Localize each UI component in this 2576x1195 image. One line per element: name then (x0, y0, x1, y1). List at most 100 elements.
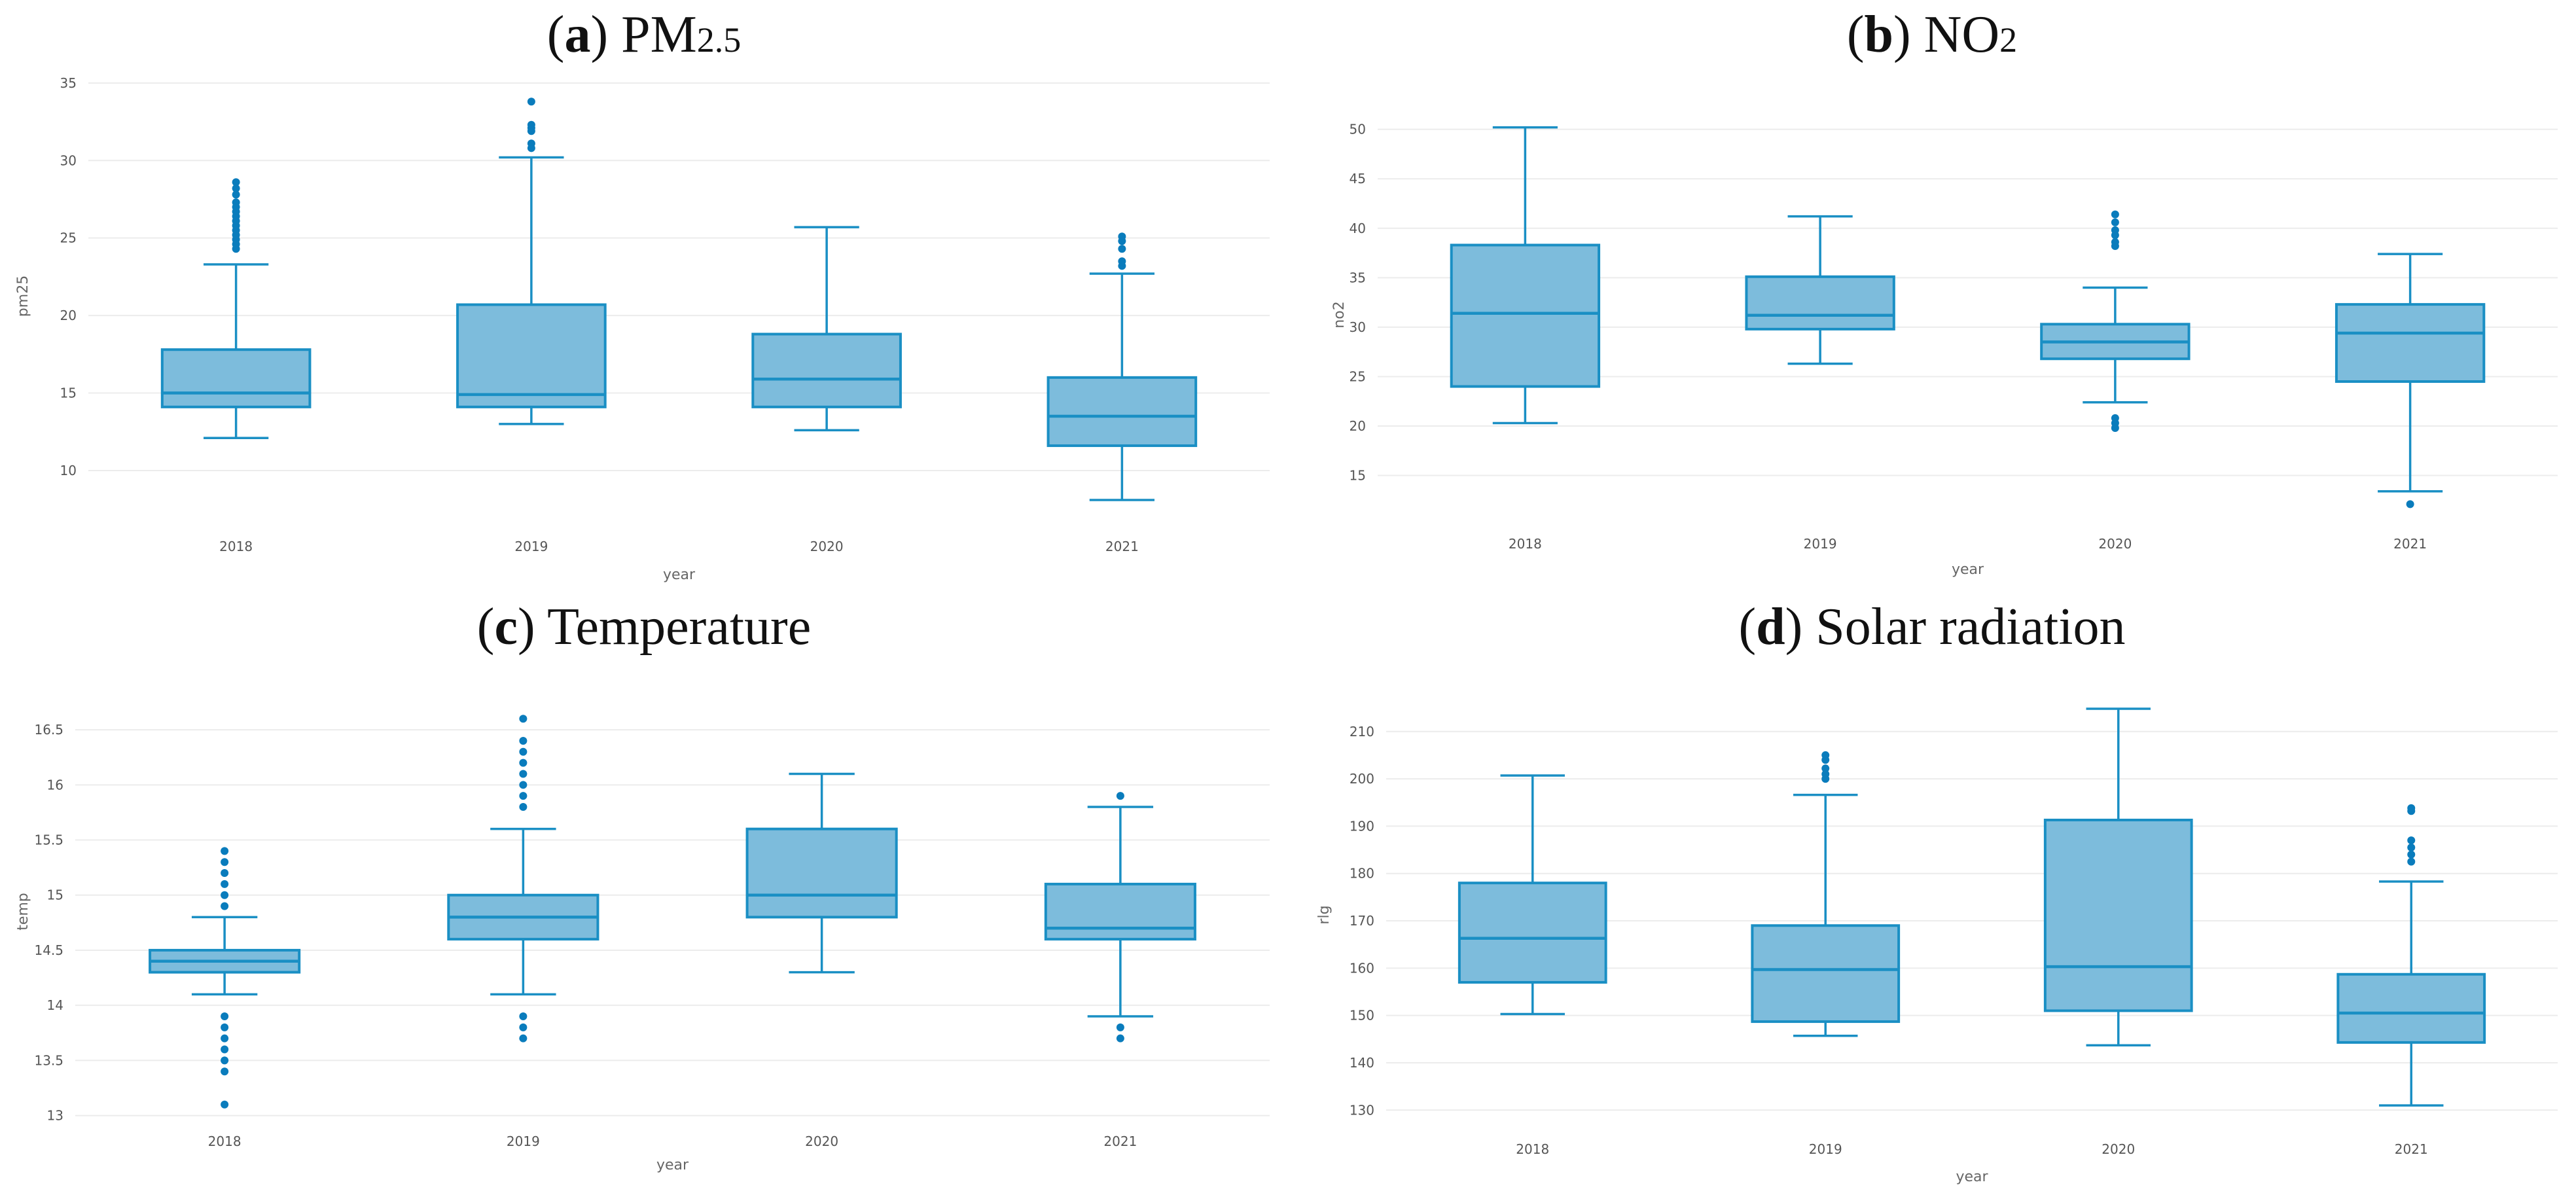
outlier-point (1116, 1034, 1124, 1043)
panel-name: NO (1923, 6, 2000, 63)
y-tick-label: 10 (60, 463, 77, 478)
x-tick-label: 2021 (2393, 536, 2427, 552)
outlier-point (1821, 751, 1830, 759)
y-tick-label: 170 (1350, 913, 1374, 929)
outlier-point (221, 880, 229, 888)
y-tick-label: 13.5 (34, 1052, 63, 1068)
x-tick-label: 2018 (208, 1133, 241, 1149)
outlier-point (221, 1100, 229, 1109)
panel-a: (a) PM2.5 10 15 20 25 30 35 pm25 2018 2019 2020 20… (0, 0, 1288, 598)
y-tick-label: 25 (1350, 368, 1366, 384)
outlier-point (2111, 210, 2119, 219)
outlier-point (1118, 232, 1126, 241)
outlier-point (2111, 238, 2119, 246)
box-iqr (1044, 882, 1196, 941)
y-tick-label: 13 (47, 1108, 63, 1124)
panel-d: (d) Solar radiation 130 140 150 160 170 180 19… (1288, 598, 2576, 1195)
outlier-point (221, 1023, 229, 1031)
box-iqr (160, 348, 312, 408)
y-axis-title: no2 (1331, 301, 1348, 328)
outlier-point (1821, 770, 1830, 778)
x-tick-label: 2020 (810, 539, 844, 554)
panel-subscript: 2 (1999, 20, 2018, 60)
y-tick-label: 35 (60, 75, 77, 91)
y-tick-label: 200 (1350, 771, 1374, 787)
x-tick-label: 2021 (1103, 1133, 1137, 1149)
x-tick-label: 2020 (2102, 1141, 2135, 1157)
outlier-point (519, 736, 528, 745)
outlier-point (519, 803, 528, 811)
y-tick-label: 160 (1350, 960, 1374, 976)
outlier-point (221, 1034, 229, 1043)
outlier-point (519, 792, 528, 800)
panel-title: (a) PM2.5 (546, 6, 742, 63)
x-tick-label: 2018 (219, 539, 253, 554)
outlier-point (2406, 500, 2414, 508)
outlier-point (519, 1023, 528, 1031)
outlier-point (221, 1056, 229, 1065)
y-tick-label: 25 (60, 230, 77, 246)
outlier-point (1821, 764, 1830, 773)
box-iqr (1458, 882, 1607, 984)
outlier-point (221, 1012, 229, 1020)
outlier-point (232, 184, 240, 192)
x-tick-label: 2019 (1809, 1141, 1842, 1157)
outlier-point (2407, 804, 2416, 812)
y-tick-label: 35 (1350, 270, 1366, 285)
y-tick-label: 40 (1350, 221, 1366, 236)
box-iqr (1751, 924, 1901, 1024)
y-axis-title: rlg (1316, 905, 1333, 924)
panel-letter: c (494, 598, 518, 656)
outlier-point (2111, 226, 2119, 234)
outlier-point (2407, 850, 2416, 859)
box-iqr (1450, 243, 1601, 388)
y-tick-label: 130 (1350, 1102, 1374, 1118)
x-axis-title: year (656, 1157, 689, 1173)
x-axis-title: year (1956, 1169, 1988, 1185)
outlier-point (527, 120, 535, 129)
x-tick-label: 2019 (1804, 536, 1837, 552)
panel-name: Solar radiation (1816, 598, 2126, 656)
panel-letter: a (564, 6, 591, 63)
box-iqr (1046, 376, 1198, 448)
chart-pm25: 10 15 20 25 30 35 pm25 2018 2019 2020 2021 year (15, 75, 1270, 583)
panel-name: Temperature (547, 598, 812, 656)
y-tick-label: 14.5 (34, 942, 63, 958)
outlier-point (232, 198, 240, 207)
outlier-point (221, 847, 229, 855)
outlier-point (1118, 257, 1126, 266)
outlier-point (2407, 843, 2416, 851)
y-tick-label: 14 (47, 997, 63, 1013)
chart-no2: 15 20 25 30 35 40 45 50 no2 2018 2019 2020 2021 year (1331, 122, 2558, 578)
outlier-point (519, 770, 528, 778)
x-tick-label: 2018 (1509, 536, 1542, 552)
x-tick-label: 2019 (514, 539, 548, 554)
outlier-point (527, 98, 535, 106)
outlier-point (519, 781, 528, 789)
outlier-point (2111, 414, 2119, 422)
outlier-point (2407, 836, 2416, 845)
y-tick-label: 15 (1350, 468, 1366, 484)
outlier-point (232, 178, 240, 187)
outlier-point (519, 715, 528, 723)
x-tick-label: 2019 (507, 1133, 540, 1149)
x-tick-label: 2021 (2395, 1141, 2428, 1157)
outlier-point (1116, 792, 1124, 800)
y-axis-title: temp (15, 893, 31, 931)
outlier-point (1118, 245, 1126, 253)
outlier-point (221, 891, 229, 899)
x-tick-label: 2020 (2098, 536, 2132, 552)
box-iqr (456, 303, 607, 408)
outlier-point (519, 747, 528, 756)
y-tick-label: 15.5 (34, 832, 63, 848)
outlier-point (2111, 218, 2119, 226)
outlier-point (2407, 857, 2416, 866)
y-tick-label: 210 (1350, 724, 1374, 740)
y-tick-label: 190 (1350, 818, 1374, 834)
outlier-point (519, 758, 528, 767)
box-iqr (2043, 819, 2193, 1012)
outlier-point (221, 1045, 229, 1054)
outlier-point (519, 1012, 528, 1020)
outlier-point (1116, 1023, 1124, 1031)
chart-solar-radiation: 130 140 150 160 170 180 190 200 210 rlg 2018 2019 20… (1316, 707, 2558, 1185)
